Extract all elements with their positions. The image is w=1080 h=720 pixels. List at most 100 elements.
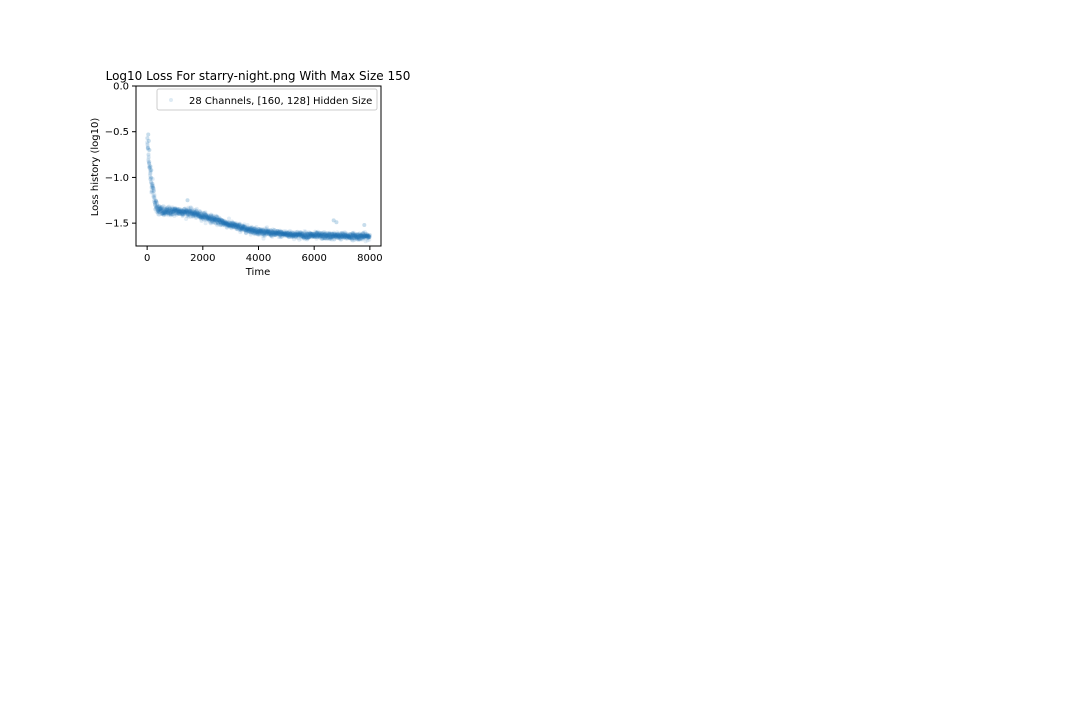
- scatter-point: [251, 228, 256, 233]
- scatter-point: [237, 222, 242, 227]
- scatter-point: [181, 209, 186, 214]
- scatter-point: [257, 232, 262, 237]
- scatter-point: [347, 233, 352, 238]
- scatter-point: [205, 216, 210, 221]
- scatter-point: [229, 224, 234, 229]
- scatter-point: [180, 211, 185, 216]
- scatter-point: [275, 231, 280, 236]
- scatter-point: [263, 226, 268, 231]
- scatter-point: [348, 232, 353, 237]
- scatter-point: [302, 233, 307, 238]
- scatter-point: [234, 223, 239, 228]
- scatter-point: [239, 225, 244, 230]
- scatter-point: [295, 232, 300, 237]
- scatter-point: [327, 235, 332, 240]
- scatter-point: [258, 228, 263, 233]
- scatter-point: [198, 215, 203, 220]
- scatter-point: [163, 212, 168, 217]
- scatter-point: [256, 227, 261, 232]
- scatter-point: [312, 235, 317, 240]
- scatter-point: [189, 211, 194, 216]
- scatter-point: [236, 224, 241, 229]
- scatter-point: [158, 206, 163, 211]
- scatter-point: [219, 218, 224, 223]
- scatter-point: [216, 218, 221, 223]
- scatter-point: [290, 233, 295, 238]
- scatter-point: [355, 232, 360, 237]
- scatter-point: [187, 212, 192, 217]
- scatter-point: [216, 221, 221, 226]
- scatter-point: [346, 234, 351, 239]
- scatter-point: [316, 231, 321, 236]
- scatter-point: [198, 216, 203, 221]
- scatter-point: [293, 232, 298, 237]
- scatter-point: [147, 159, 152, 164]
- scatter-point: [333, 233, 338, 238]
- scatter-point: [279, 230, 284, 235]
- scatter-point: [259, 227, 264, 232]
- scatter-point: [174, 212, 179, 217]
- scatter-point: [273, 233, 278, 238]
- scatter-point: [149, 181, 154, 186]
- scatter-point: [251, 226, 256, 231]
- scatter-point: [280, 231, 285, 236]
- scatter-point: [345, 232, 350, 237]
- scatter-point: [363, 231, 368, 236]
- scatter-point: [247, 227, 252, 232]
- scatter-point: [207, 216, 212, 221]
- scatter-point: [341, 232, 346, 237]
- scatter-point: [289, 235, 294, 240]
- scatter-point: [228, 224, 233, 229]
- scatter-point: [357, 233, 362, 238]
- scatter-point: [252, 228, 257, 233]
- scatter-point: [230, 220, 235, 225]
- scatter-point: [190, 212, 195, 217]
- scatter-point: [235, 227, 240, 232]
- scatter-point: [285, 231, 290, 236]
- scatter-point: [230, 223, 235, 228]
- scatter-point: [259, 231, 264, 236]
- scatter-point: [338, 233, 343, 238]
- scatter-point: [211, 218, 216, 223]
- scatter-point: [360, 235, 365, 240]
- scatter-point: [246, 226, 251, 231]
- scatter-point: [296, 233, 301, 238]
- scatter-point: [206, 214, 211, 219]
- scatter-point: [235, 223, 240, 228]
- scatter-point: [214, 218, 219, 223]
- scatter-point: [214, 221, 219, 226]
- scatter-point: [309, 232, 314, 237]
- scatter-point: [218, 216, 223, 221]
- y-tick-label: −0.5: [105, 127, 129, 138]
- scatter-point: [218, 221, 223, 226]
- scatter-point: [159, 208, 164, 213]
- scatter-point: [324, 237, 329, 242]
- scatter-point: [179, 207, 184, 212]
- scatter-point: [194, 208, 199, 213]
- scatter-point: [192, 211, 197, 216]
- scatter-point: [182, 207, 187, 212]
- scatter-point: [305, 232, 310, 237]
- scatter-point: [326, 233, 331, 238]
- scatter-point: [175, 210, 180, 215]
- scatter-point: [152, 192, 157, 197]
- scatter-point: [147, 163, 152, 168]
- scatter-point: [356, 233, 361, 238]
- scatter-point: [243, 228, 248, 233]
- scatter-point: [172, 207, 177, 212]
- scatter-point: [217, 219, 222, 224]
- scatter-point: [154, 200, 159, 205]
- scatter-point: [156, 212, 161, 217]
- scatter-point: [354, 236, 359, 241]
- scatter-point: [271, 228, 276, 233]
- scatter-point: [202, 211, 207, 216]
- scatter-point: [145, 136, 150, 141]
- scatter-point: [254, 230, 259, 235]
- scatter-point: [352, 237, 357, 242]
- scatter-point: [273, 231, 278, 236]
- scatter-point: [202, 215, 207, 220]
- scatter-point: [171, 207, 176, 212]
- x-tick-label: 2000: [190, 253, 215, 264]
- scatter-point: [209, 219, 214, 224]
- scatter-point: [240, 226, 245, 231]
